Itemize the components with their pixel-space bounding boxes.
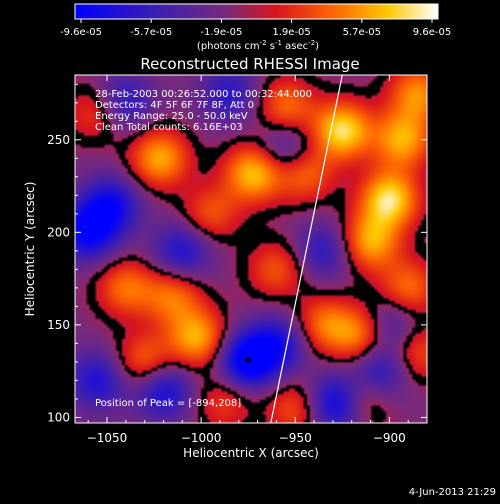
x-axis-label: Heliocentric X (arcsec)	[183, 446, 319, 460]
annotation-time: 28-Feb-2003 00:26:52.000 to 00:32:44.000	[95, 89, 312, 100]
colorbar-tick-label: 1.9e-05	[272, 27, 310, 38]
solar-limb-line	[270, 75, 343, 423]
colorbar-gradient	[74, 3, 439, 20]
plot-frame	[74, 74, 428, 424]
info-annotations: 28-Feb-2003 00:26:52.000 to 00:32:44.000…	[95, 89, 312, 409]
colorbar: -9.6e-05 -5.7e-05 -1.9e-05 1.9e-05 5.7e-05 9.…	[60, 3, 451, 52]
annotation-energy: Energy Range: 25.0 - 50.0 keV	[95, 111, 248, 122]
y-tick-label: 150	[47, 318, 70, 332]
y-tick-label: 200	[47, 225, 70, 239]
colorbar-tick-label: -9.6e-05	[60, 27, 102, 38]
y-axis: 100 150 200 250	[47, 83, 427, 424]
colorbar-tick-label: -5.7e-05	[130, 27, 172, 38]
heatmap-image	[75, 75, 427, 423]
y-tick-label: 250	[47, 133, 70, 147]
x-tick-label: −900	[373, 431, 406, 445]
y-axis-label: Heliocentric Y (arcsec)	[23, 182, 37, 317]
x-tick-label: −950	[279, 431, 312, 445]
x-tick-label: −1050	[87, 431, 128, 445]
colorbar-tick-label: 5.7e-05	[343, 27, 381, 38]
colorbar-tick-label: -1.9e-05	[200, 27, 242, 38]
peak-marker	[245, 357, 251, 363]
x-tick-label: −1000	[181, 431, 222, 445]
colorbar-ticks: -9.6e-05 -5.7e-05 -1.9e-05 1.9e-05 5.7e-05 9.…	[60, 19, 451, 38]
footer-timestamp: 4-Jun-2013 21:29	[409, 487, 496, 498]
annotation-detectors: Detectors: 4F 5F 6F 7F 8F, Att 0	[95, 100, 254, 111]
x-axis: −1050 −1000 −950 −900	[87, 75, 428, 445]
annotation-clean: Clean Total counts: 6.16E+03	[95, 122, 243, 133]
plot-title: Reconstructed RHESSI Image	[140, 55, 359, 73]
image-area	[75, 75, 427, 423]
colorbar-units: (photons cm-2 s-1 asec-2)	[197, 39, 319, 52]
colorbar-tick-label: 9.6e-05	[413, 27, 451, 38]
peak-position-label: Position of Peak = [-894,208]	[95, 398, 241, 409]
y-tick-label: 100	[47, 410, 70, 424]
